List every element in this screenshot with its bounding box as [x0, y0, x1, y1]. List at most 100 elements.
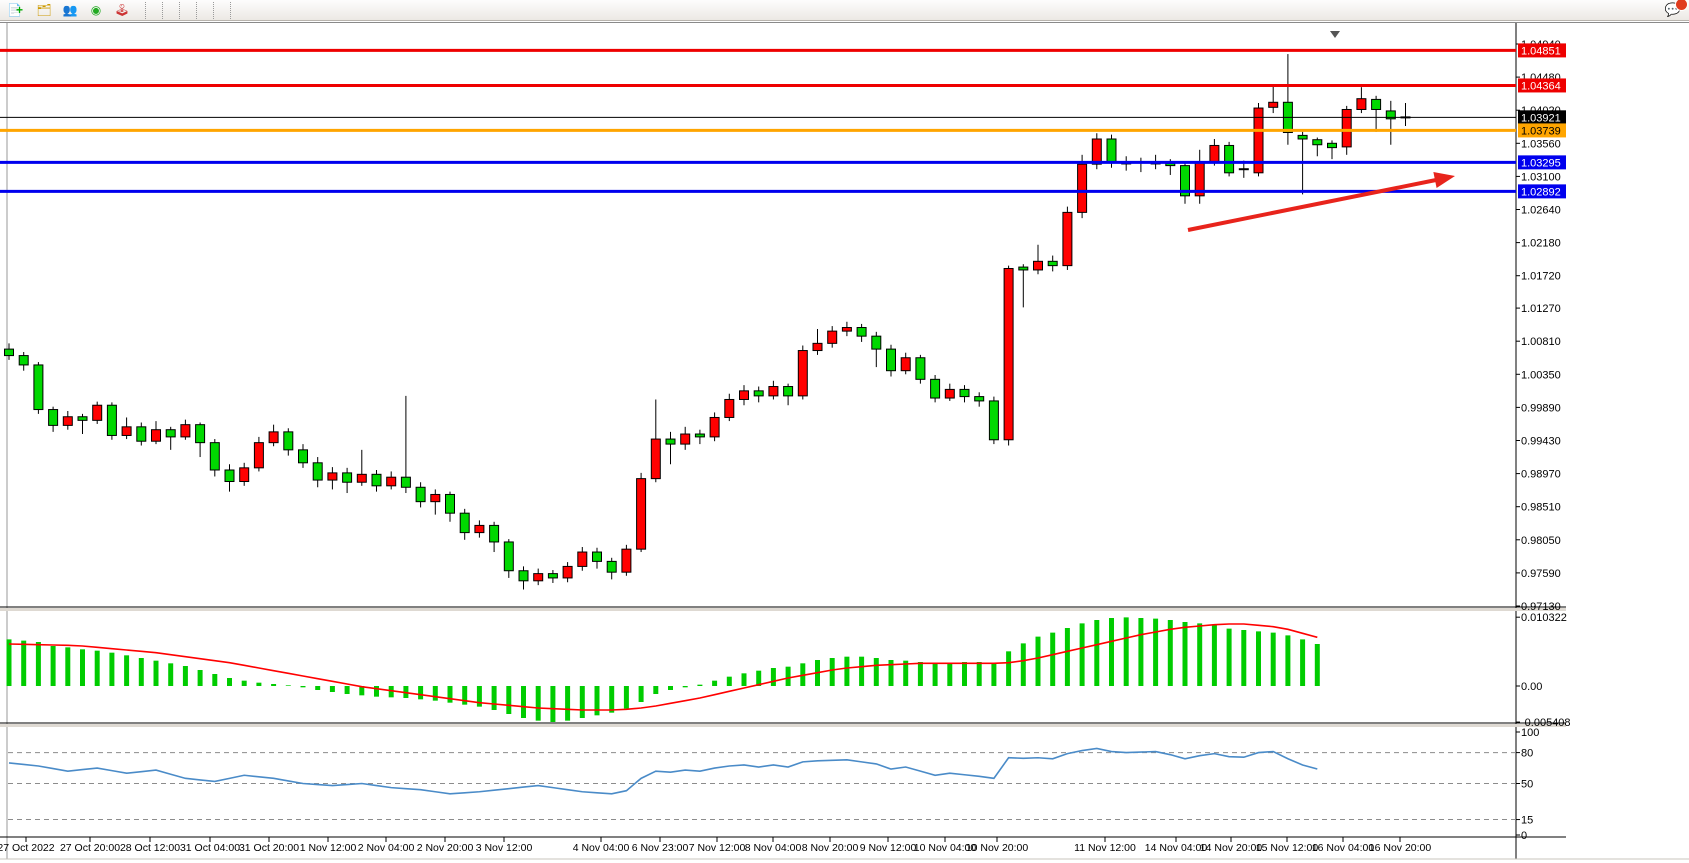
rsi-tick-label: 15 [1521, 815, 1533, 827]
toolbar-separator [213, 1, 218, 19]
time-tick-label: 14 Nov 04:00 [1145, 842, 1208, 854]
time-tick-label: 31 Oct 04:00 [180, 842, 240, 854]
market-watch-button[interactable]: 🗂 [31, 1, 57, 20]
price-level-badge [1518, 123, 1566, 138]
price-level-badge-label: 1.04851 [1521, 45, 1561, 57]
time-tick-label: 16 Nov 20:00 [1369, 842, 1432, 854]
price-tick-label: 1.02180 [1521, 238, 1561, 250]
main-toolbar: 📄 + 🗂 👥 ◉ 🕹 [0, 0, 1689, 21]
price-tick-label: 0.97590 [1521, 568, 1561, 580]
candle-bear [77, 416, 88, 421]
candle-bear [489, 524, 500, 543]
candle-bear [592, 551, 602, 562]
candle-bear [106, 404, 117, 436]
candle-bull [1341, 108, 1352, 148]
time-tick-label: 10 Nov 04:00 [914, 842, 977, 854]
candle-bull [92, 404, 103, 421]
search-icon[interactable] [1643, 2, 1659, 18]
signals-button[interactable]: ◉ [83, 1, 109, 20]
candle-bull [386, 476, 397, 487]
toolbar-group-chart-type [153, 0, 157, 21]
candle-bear [930, 378, 941, 399]
candle-bull [650, 438, 661, 480]
price-tick-label: 0.99430 [1521, 435, 1561, 447]
candle-bull [841, 327, 852, 332]
navigator-button[interactable]: 👥 [57, 1, 83, 20]
toolbar-group-timeframes [238, 0, 242, 21]
autotrading-button[interactable]: 🕹 [109, 1, 138, 20]
candle-bull [356, 473, 367, 483]
macd-tick-label: -0.005408 [1521, 717, 1571, 729]
time-tick-label: 10 Nov 20:00 [966, 842, 1029, 854]
candle-bull [900, 357, 911, 372]
candle-bear [547, 573, 558, 579]
candle-bear [459, 512, 470, 534]
price-level-badge-label: 1.03739 [1521, 125, 1561, 137]
candle-bull [474, 524, 485, 534]
candle-bull [621, 548, 632, 573]
navigator-icon: 👥 [62, 3, 78, 17]
time-tick-label: 2 Nov 04:00 [358, 842, 415, 854]
price-tick-label: 0.99890 [1521, 402, 1561, 414]
price-tick-label: 1.02640 [1521, 205, 1561, 217]
price-level-badge-label: 1.04364 [1521, 80, 1561, 92]
candle-bull [827, 330, 838, 344]
price-tick-label: 0.98050 [1521, 535, 1561, 547]
price-level-badge [1518, 155, 1566, 170]
candle-bull [944, 388, 955, 399]
candle-bear [1297, 134, 1308, 140]
candle-bull [121, 426, 132, 436]
chart-shift-marker-icon[interactable] [1330, 31, 1340, 38]
candle-bear [165, 429, 176, 438]
time-tick-label: 1 Nov 12:00 [300, 842, 357, 854]
candle-bear [209, 442, 220, 471]
candle-bull [151, 429, 161, 442]
candle-bear [974, 396, 985, 402]
candle-bear [415, 486, 426, 503]
notifications-icon[interactable]: 💬 [1665, 0, 1688, 18]
candle-bear [18, 355, 29, 366]
rsi-tick-label: 0 [1521, 830, 1527, 842]
price-tick-label: 1.01270 [1521, 303, 1561, 315]
toolbar-right: 💬 [1643, 0, 1689, 18]
candle-bear [518, 570, 529, 582]
chart-window[interactable]: 1.049401.044801.040201.035601.031001.026… [0, 22, 1689, 863]
candle-bull [1356, 98, 1367, 110]
candle-bear [783, 386, 794, 397]
candle-bear [1327, 142, 1337, 149]
candle-bear [753, 390, 764, 397]
time-tick-label: 2 Nov 20:00 [417, 842, 474, 854]
price-tick-label: 1.01720 [1521, 271, 1561, 283]
trend-arrow-annotation[interactable] [1187, 177, 1442, 232]
candle-bear [665, 438, 676, 445]
time-tick-label: 11 Nov 12:00 [1074, 842, 1136, 854]
rsi-tick-label: 100 [1521, 727, 1539, 739]
candle-bull [636, 478, 647, 550]
candle-bull [62, 416, 73, 426]
candle-bull [812, 342, 823, 352]
toolbar-group-dropdowns [204, 0, 208, 21]
candle-bear [1180, 165, 1190, 197]
new-order-button[interactable]: 📄 + [2, 1, 31, 20]
chart-canvas[interactable]: 1.049401.044801.040201.035601.031001.026… [0, 23, 1689, 863]
candle-bull [180, 424, 191, 438]
candle-bear [195, 424, 206, 444]
rsi-tick-label: 50 [1521, 779, 1533, 791]
price-tick-label: 1.00810 [1521, 336, 1561, 348]
time-tick-label: 4 Nov 04:00 [573, 842, 630, 854]
toolbar-separator [230, 1, 235, 19]
candle-bull [562, 565, 573, 579]
price-level-badge [1518, 110, 1566, 125]
candle-bull [1253, 107, 1264, 174]
toolbar-group-trade: 📄 + 🗂 👥 ◉ 🕹 [0, 0, 140, 21]
candle-bull [1033, 260, 1043, 271]
time-tick-label: 6 Nov 23:00 [632, 842, 689, 854]
trend-arrow-head [1433, 172, 1455, 189]
panel-splitter[interactable] [0, 608, 1566, 611]
price-level-badge [1518, 184, 1566, 199]
candle-bull [239, 467, 250, 483]
candle-bear [4, 348, 14, 357]
candle-bull [533, 573, 544, 582]
time-tick-label: 9 Nov 12:00 [860, 842, 917, 854]
panel-splitter[interactable] [0, 724, 1566, 727]
